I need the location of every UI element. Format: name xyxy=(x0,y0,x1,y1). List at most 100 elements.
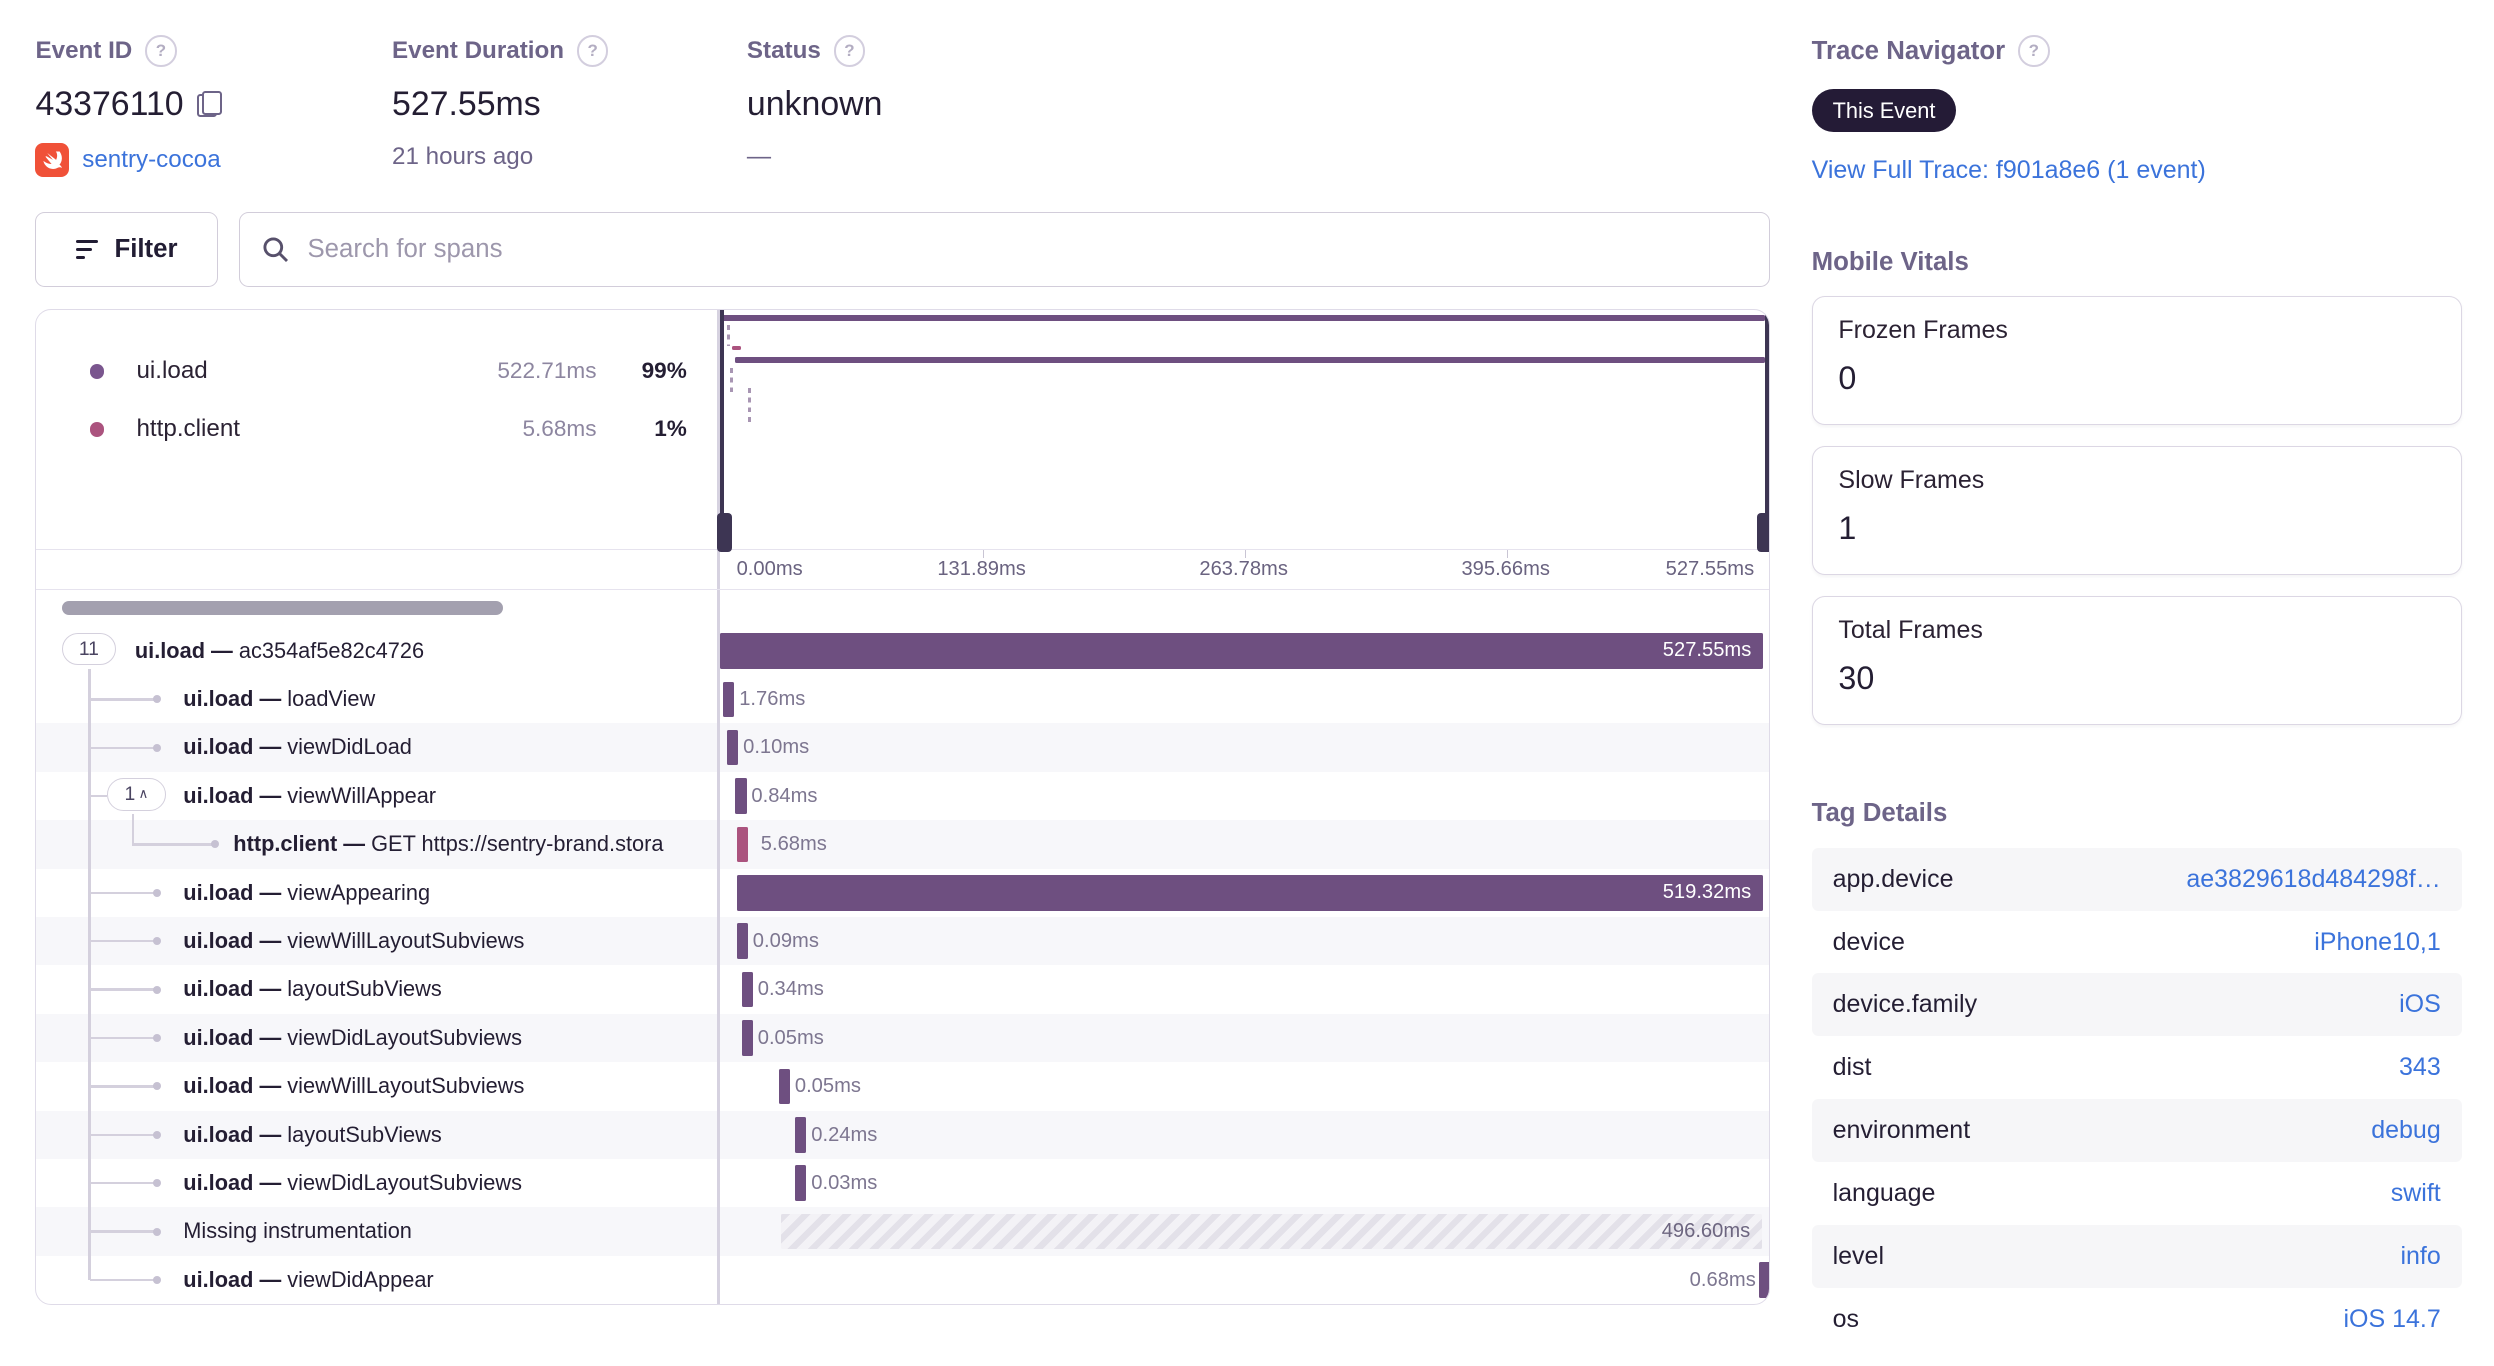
span-bar[interactable] xyxy=(735,778,747,814)
span-bar-cell[interactable]: 0.03ms xyxy=(720,1159,1768,1207)
help-icon[interactable]: ? xyxy=(2018,35,2050,67)
tag-value-link[interactable]: iPhone10,1 xyxy=(2314,927,2441,956)
span-tree-cell[interactable]: ui.load — viewDidAppear xyxy=(36,1255,721,1305)
span-bar-cell[interactable]: 496.60ms xyxy=(720,1207,1768,1255)
trace-navigator-title: Trace Navigator xyxy=(1811,36,2006,65)
vital-card: Frozen Frames 0 xyxy=(1811,296,2462,426)
span-bar[interactable]: 496.60ms xyxy=(780,1213,1762,1250)
filter-button[interactable]: Filter xyxy=(35,212,218,287)
tag-value-link[interactable]: iOS 14.7 xyxy=(2343,1304,2441,1333)
help-icon[interactable]: ? xyxy=(576,35,609,67)
tree-connector xyxy=(89,1182,156,1185)
project-link[interactable]: sentry-cocoa xyxy=(82,145,221,173)
span-row[interactable]: ui.load — viewDidAppear 0.68ms xyxy=(36,1255,1769,1305)
span-children-badge[interactable]: 11 xyxy=(62,633,116,666)
span-tree-cell[interactable]: ui.load — viewAppearing xyxy=(36,868,721,918)
span-bar[interactable]: 527.55ms xyxy=(720,633,1763,669)
span-bar[interactable] xyxy=(795,1117,807,1153)
span-tree-cell[interactable]: ui.load — viewDidLoad xyxy=(36,723,721,772)
span-search[interactable] xyxy=(238,212,1770,287)
help-icon[interactable]: ? xyxy=(145,35,177,67)
trace-navigator-heading: Trace Navigator ? xyxy=(1811,35,2462,67)
span-tree-cell[interactable]: 1 ∧ ui.load — viewWillAppear xyxy=(36,771,721,821)
help-icon[interactable]: ? xyxy=(833,35,866,67)
tree-scrollbar-track[interactable] xyxy=(36,589,721,627)
span-children-badge[interactable]: 1 ∧ xyxy=(107,778,166,811)
span-row[interactable]: ui.load — layoutSubViews 0.24ms xyxy=(36,1110,1769,1159)
minimap-left-handle[interactable] xyxy=(717,513,732,553)
span-row[interactable]: Missing instrumentation 496.60ms xyxy=(36,1207,1769,1256)
span-bar-cell[interactable]: 1.76ms xyxy=(720,675,1768,723)
trace-minimap[interactable] xyxy=(717,310,1769,553)
axis-tick-label: 263.78ms xyxy=(1199,557,1288,580)
span-bar-cell[interactable]: 0.10ms xyxy=(720,723,1768,771)
span-tree-cell[interactable]: Missing instrumentation xyxy=(36,1207,721,1256)
span-bar-cell[interactable]: 0.34ms xyxy=(720,965,1768,1013)
tree-scrollbar-thumb[interactable] xyxy=(62,600,503,616)
tag-key: device xyxy=(1832,927,1905,956)
span-bar-cell[interactable]: 0.05ms xyxy=(720,1062,1768,1110)
span-bar-cell[interactable]: 0.05ms xyxy=(720,1014,1768,1062)
axis-spacer xyxy=(36,549,721,589)
span-bar[interactable] xyxy=(1759,1262,1769,1298)
span-row[interactable]: http.client — GET https://sentry-brand.s… xyxy=(36,820,1769,869)
span-bar[interactable]: 519.32ms xyxy=(736,875,1763,911)
span-row[interactable]: ui.load — viewDidLoad 0.10ms xyxy=(36,723,1769,772)
span-row[interactable]: ui.load — viewDidLayoutSubviews 0.03ms xyxy=(36,1158,1768,1208)
event-header: Event ID ? 43376110 sentry-cocoa Event D… xyxy=(35,35,1769,177)
span-row[interactable]: 11 ui.load — ac354af5e82c4726 527.55ms xyxy=(36,626,1768,676)
span-bar[interactable] xyxy=(741,1020,753,1056)
span-row[interactable]: ui.load — loadView 1.76ms xyxy=(36,675,1768,724)
span-bar-cell[interactable]: 0.09ms xyxy=(720,917,1768,965)
span-bar[interactable] xyxy=(778,1068,791,1105)
tag-value-link[interactable]: 343 xyxy=(2399,1053,2441,1082)
span-duration-label: 0.24ms xyxy=(811,1123,878,1146)
status-sub: — xyxy=(746,142,772,170)
span-row[interactable]: ui.load — layoutSubViews 0.34ms xyxy=(36,965,1768,1014)
span-tree-cell[interactable]: ui.load — loadView xyxy=(36,675,721,724)
span-bar-cell[interactable]: 0.24ms xyxy=(720,1111,1768,1159)
event-age: 21 hours ago xyxy=(392,142,534,170)
span-tree-cell[interactable]: ui.load — viewDidLayoutSubviews xyxy=(36,1013,721,1063)
span-bar[interactable] xyxy=(726,729,739,766)
search-input[interactable] xyxy=(304,233,1747,266)
span-row[interactable]: 1 ∧ ui.load — viewWillAppear 0.84ms xyxy=(36,771,1768,821)
span-tree-cell[interactable]: http.client — GET https://sentry-brand.s… xyxy=(36,820,721,869)
span-row[interactable]: ui.load — viewAppearing 519.32ms xyxy=(36,868,1768,918)
span-row[interactable]: ui.load — viewWillLayoutSubviews 0.09ms xyxy=(36,917,1769,966)
tag-value-link[interactable]: iOS xyxy=(2399,990,2441,1019)
span-bar-cell[interactable]: 527.55ms xyxy=(720,627,1768,675)
scroll-spacer xyxy=(720,590,1768,627)
span-bar-cell[interactable]: 0.84ms xyxy=(720,772,1768,820)
minimap-right-handle[interactable] xyxy=(1757,513,1769,553)
tag-value-link[interactable]: ae3829618d484298f… xyxy=(2186,864,2441,893)
view-full-trace-link[interactable]: View Full Trace: f901a8e6 (1 event) xyxy=(1811,155,2206,184)
span-row[interactable]: ui.load — viewWillLayoutSubviews 0.05ms xyxy=(36,1062,1768,1111)
tag-row: level info xyxy=(1811,1225,2462,1289)
this-event-badge: This Event xyxy=(1811,89,1957,132)
span-label: http.client — GET https://sentry-brand.s… xyxy=(233,831,664,857)
span-tree-cell[interactable]: ui.load — viewDidLayoutSubviews xyxy=(36,1158,721,1208)
span-tree-cell[interactable]: ui.load — viewWillLayoutSubviews xyxy=(36,1062,721,1111)
copy-icon[interactable] xyxy=(196,91,223,118)
span-tree-cell[interactable]: ui.load — layoutSubViews xyxy=(36,1110,721,1159)
span-bar-cell[interactable]: 5.68ms xyxy=(720,820,1768,868)
span-bar[interactable] xyxy=(795,1165,807,1201)
span-bar-cell[interactable]: 0.68ms xyxy=(720,1256,1769,1304)
span-bar[interactable] xyxy=(741,971,753,1008)
span-tree-cell[interactable]: ui.load — layoutSubViews xyxy=(36,965,721,1014)
span-bar[interactable] xyxy=(736,923,748,959)
tag-value-link[interactable]: debug xyxy=(2371,1116,2441,1145)
span-bar[interactable] xyxy=(722,681,735,717)
tag-value-link[interactable]: info xyxy=(2400,1242,2441,1271)
span-tree-cell[interactable]: ui.load — viewWillLayoutSubviews xyxy=(36,917,721,966)
span-bar-cell[interactable]: 519.32ms xyxy=(720,869,1768,917)
tag-value-link[interactable]: swift xyxy=(2390,1179,2441,1208)
legend-row: http.client 5.68ms 1% xyxy=(36,400,717,458)
tag-key: language xyxy=(1832,1179,1936,1208)
legend-op-percent: 99% xyxy=(641,358,687,384)
minimap-left-handle-line xyxy=(720,310,724,549)
span-bar[interactable] xyxy=(736,826,748,863)
span-tree-cell[interactable]: 11 ui.load — ac354af5e82c4726 xyxy=(36,626,721,676)
span-row[interactable]: ui.load — viewDidLayoutSubviews 0.05ms xyxy=(36,1013,1769,1063)
